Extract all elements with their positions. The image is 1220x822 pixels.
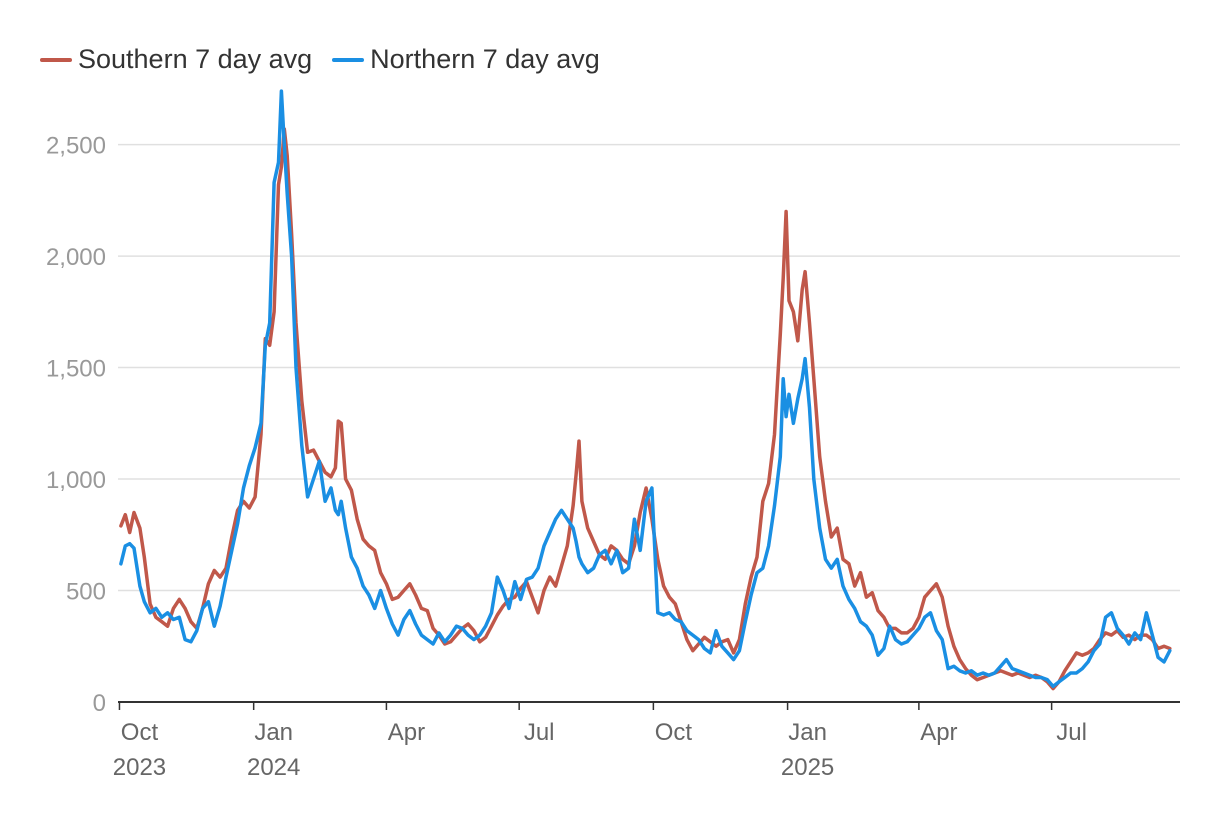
x-tick-year-label: 2025 <box>781 754 834 781</box>
y-tick-label: 2,500 <box>46 133 106 160</box>
legend-label-southern: Southern 7 day avg <box>78 44 313 74</box>
x-tick-year-label: 2023 <box>113 754 166 781</box>
x-tick-label: Oct <box>655 719 693 746</box>
x-tick-label: Jul <box>524 719 555 746</box>
legend-label-northern: Northern 7 day avg <box>370 44 600 74</box>
legend-swatch-northern <box>332 57 365 62</box>
legend-item-southern[interactable]: Southern 7 day avg <box>40 44 312 75</box>
series-line-northern <box>119 89 1172 689</box>
x-tick-label: Oct <box>121 719 159 746</box>
legend-swatch-southern <box>40 57 72 62</box>
y-tick-label: 1,500 <box>46 356 106 383</box>
legend-item-northern[interactable]: Northern 7 day avg <box>332 44 600 75</box>
y-tick-label: 1,000 <box>46 467 106 494</box>
series-line-southern <box>119 127 1172 691</box>
x-tick-label: Jul <box>1056 719 1087 746</box>
x-tick-label: Jan <box>254 719 293 746</box>
y-tick-label: 2,000 <box>46 244 106 271</box>
x-tick-label: Jan <box>788 719 827 746</box>
series-lines <box>119 89 1172 691</box>
x-tick-year-label: 2024 <box>247 754 300 781</box>
y-axis-ticks: 0 500 1,000 1,500 2,000 2,500 <box>46 133 106 717</box>
y-tick-label: 500 <box>66 579 106 606</box>
y-tick-label: 0 <box>93 690 106 717</box>
x-tick-label: Apr <box>920 719 957 746</box>
x-tick-label: Apr <box>388 719 425 746</box>
x-axis-ticks: Oct 2023 Jan 2024 Apr Jul Oct Jan 2025 Apr Jul <box>113 702 1087 781</box>
legend: Southern 7 day avg Northern 7 day avg <box>40 44 620 75</box>
